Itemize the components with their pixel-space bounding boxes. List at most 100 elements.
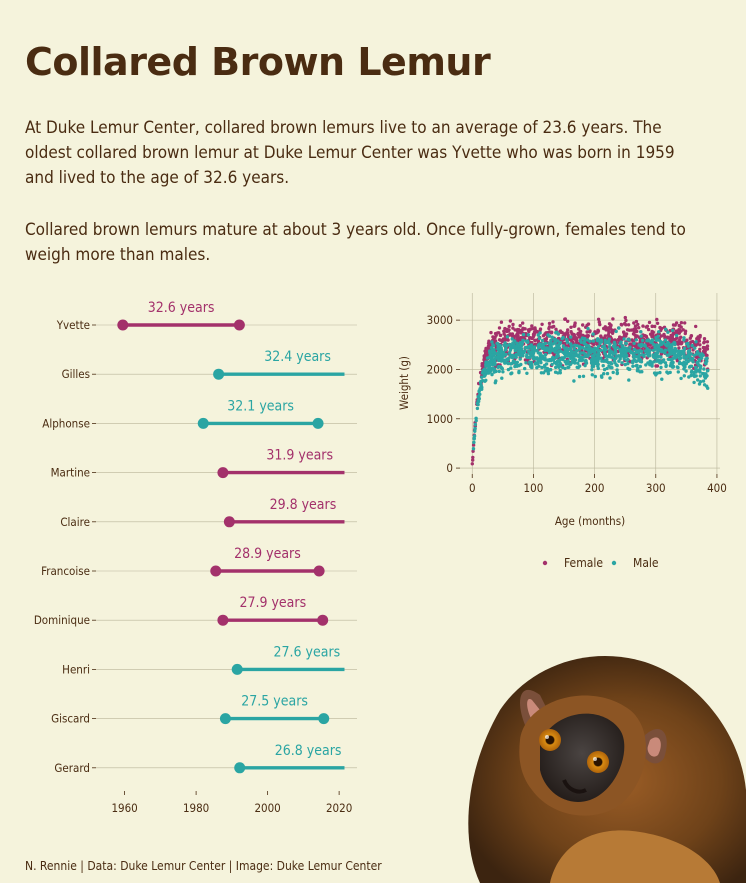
data-point xyxy=(576,361,580,365)
birth-dot xyxy=(217,467,229,479)
data-point xyxy=(551,320,555,324)
data-point xyxy=(705,340,710,344)
data-point xyxy=(606,333,610,337)
x-tick-label: 300 xyxy=(646,481,666,495)
data-point xyxy=(563,317,567,321)
data-point xyxy=(651,342,656,346)
age-label: 27.6 years xyxy=(274,644,341,660)
data-point xyxy=(471,458,475,462)
lemur-eye-left xyxy=(539,729,561,751)
data-point xyxy=(554,365,558,370)
data-point xyxy=(662,332,666,337)
data-point xyxy=(627,378,631,382)
data-point xyxy=(599,348,603,353)
data-point xyxy=(690,343,694,348)
data-point xyxy=(705,356,709,360)
data-point xyxy=(577,327,581,331)
data-point xyxy=(564,337,569,342)
data-point xyxy=(654,338,658,342)
data-point xyxy=(529,327,533,331)
data-point xyxy=(694,374,698,378)
data-point xyxy=(675,365,679,369)
data-point xyxy=(471,447,476,451)
data-point xyxy=(654,353,658,357)
data-point xyxy=(696,378,700,382)
birth-dot xyxy=(213,368,225,380)
age-label: 27.9 years xyxy=(239,595,306,611)
data-point xyxy=(473,429,477,433)
data-point xyxy=(548,344,552,349)
data-point xyxy=(485,351,489,355)
data-point xyxy=(648,332,653,336)
y-tick-label: 1000 xyxy=(427,412,453,426)
data-point xyxy=(683,331,687,336)
data-point xyxy=(622,337,626,341)
data-point xyxy=(563,341,567,346)
data-point xyxy=(631,364,635,368)
source-caption: N. Rennie | Data: Duke Lemur Center | Im… xyxy=(25,859,382,873)
data-point xyxy=(690,339,695,344)
data-point xyxy=(507,324,511,329)
data-point xyxy=(664,327,668,331)
data-point xyxy=(694,340,698,344)
data-point xyxy=(560,330,564,335)
data-point xyxy=(654,373,658,377)
data-point xyxy=(494,379,498,383)
data-point xyxy=(679,376,683,381)
data-point xyxy=(604,348,608,352)
data-point xyxy=(655,364,660,368)
data-point xyxy=(615,368,619,372)
data-point xyxy=(579,355,584,359)
data-point xyxy=(473,422,478,427)
data-point xyxy=(523,366,527,371)
data-point xyxy=(555,351,559,355)
data-point xyxy=(557,342,562,346)
data-point xyxy=(536,351,540,355)
data-point xyxy=(509,362,513,366)
data-point xyxy=(638,364,642,369)
name-label: Gilles xyxy=(62,367,90,381)
name-label: Henri xyxy=(62,662,90,676)
data-point xyxy=(633,329,638,334)
x-tick-label: 2000 xyxy=(254,801,280,815)
data-point xyxy=(702,348,707,352)
data-point xyxy=(599,356,603,360)
data-point xyxy=(489,330,493,335)
x-tick-label: 2020 xyxy=(326,801,352,815)
death-dot xyxy=(233,319,245,331)
data-point xyxy=(624,341,628,346)
data-point xyxy=(530,365,534,370)
maturity-paragraph: Collared brown lemurs mature at about 3 … xyxy=(25,220,686,265)
data-point xyxy=(670,362,674,366)
data-point xyxy=(618,335,622,339)
data-point xyxy=(652,360,656,364)
legend-male-label: Male xyxy=(633,556,659,570)
data-point xyxy=(588,350,593,355)
data-point xyxy=(515,333,519,337)
data-point xyxy=(671,365,675,369)
data-point xyxy=(701,353,705,357)
data-point xyxy=(521,353,525,358)
data-point xyxy=(660,377,664,381)
data-point xyxy=(519,331,523,335)
birth-dot xyxy=(117,319,129,331)
data-point xyxy=(657,358,661,363)
data-point xyxy=(702,341,706,345)
y-axis-label: Weight (g) xyxy=(397,356,411,410)
data-point xyxy=(581,351,586,355)
birth-dot xyxy=(210,565,222,577)
birth-dot xyxy=(219,713,231,725)
data-point xyxy=(695,360,699,365)
age-label: 28.9 years xyxy=(234,546,301,562)
data-point xyxy=(568,362,572,367)
data-point xyxy=(473,426,477,431)
data-point xyxy=(677,328,681,332)
data-point xyxy=(684,369,688,373)
data-point xyxy=(601,364,605,368)
data-point xyxy=(543,356,547,361)
data-point xyxy=(659,349,664,354)
data-point xyxy=(555,343,559,347)
data-point xyxy=(517,370,521,375)
data-point xyxy=(671,323,676,327)
data-point xyxy=(630,360,634,364)
